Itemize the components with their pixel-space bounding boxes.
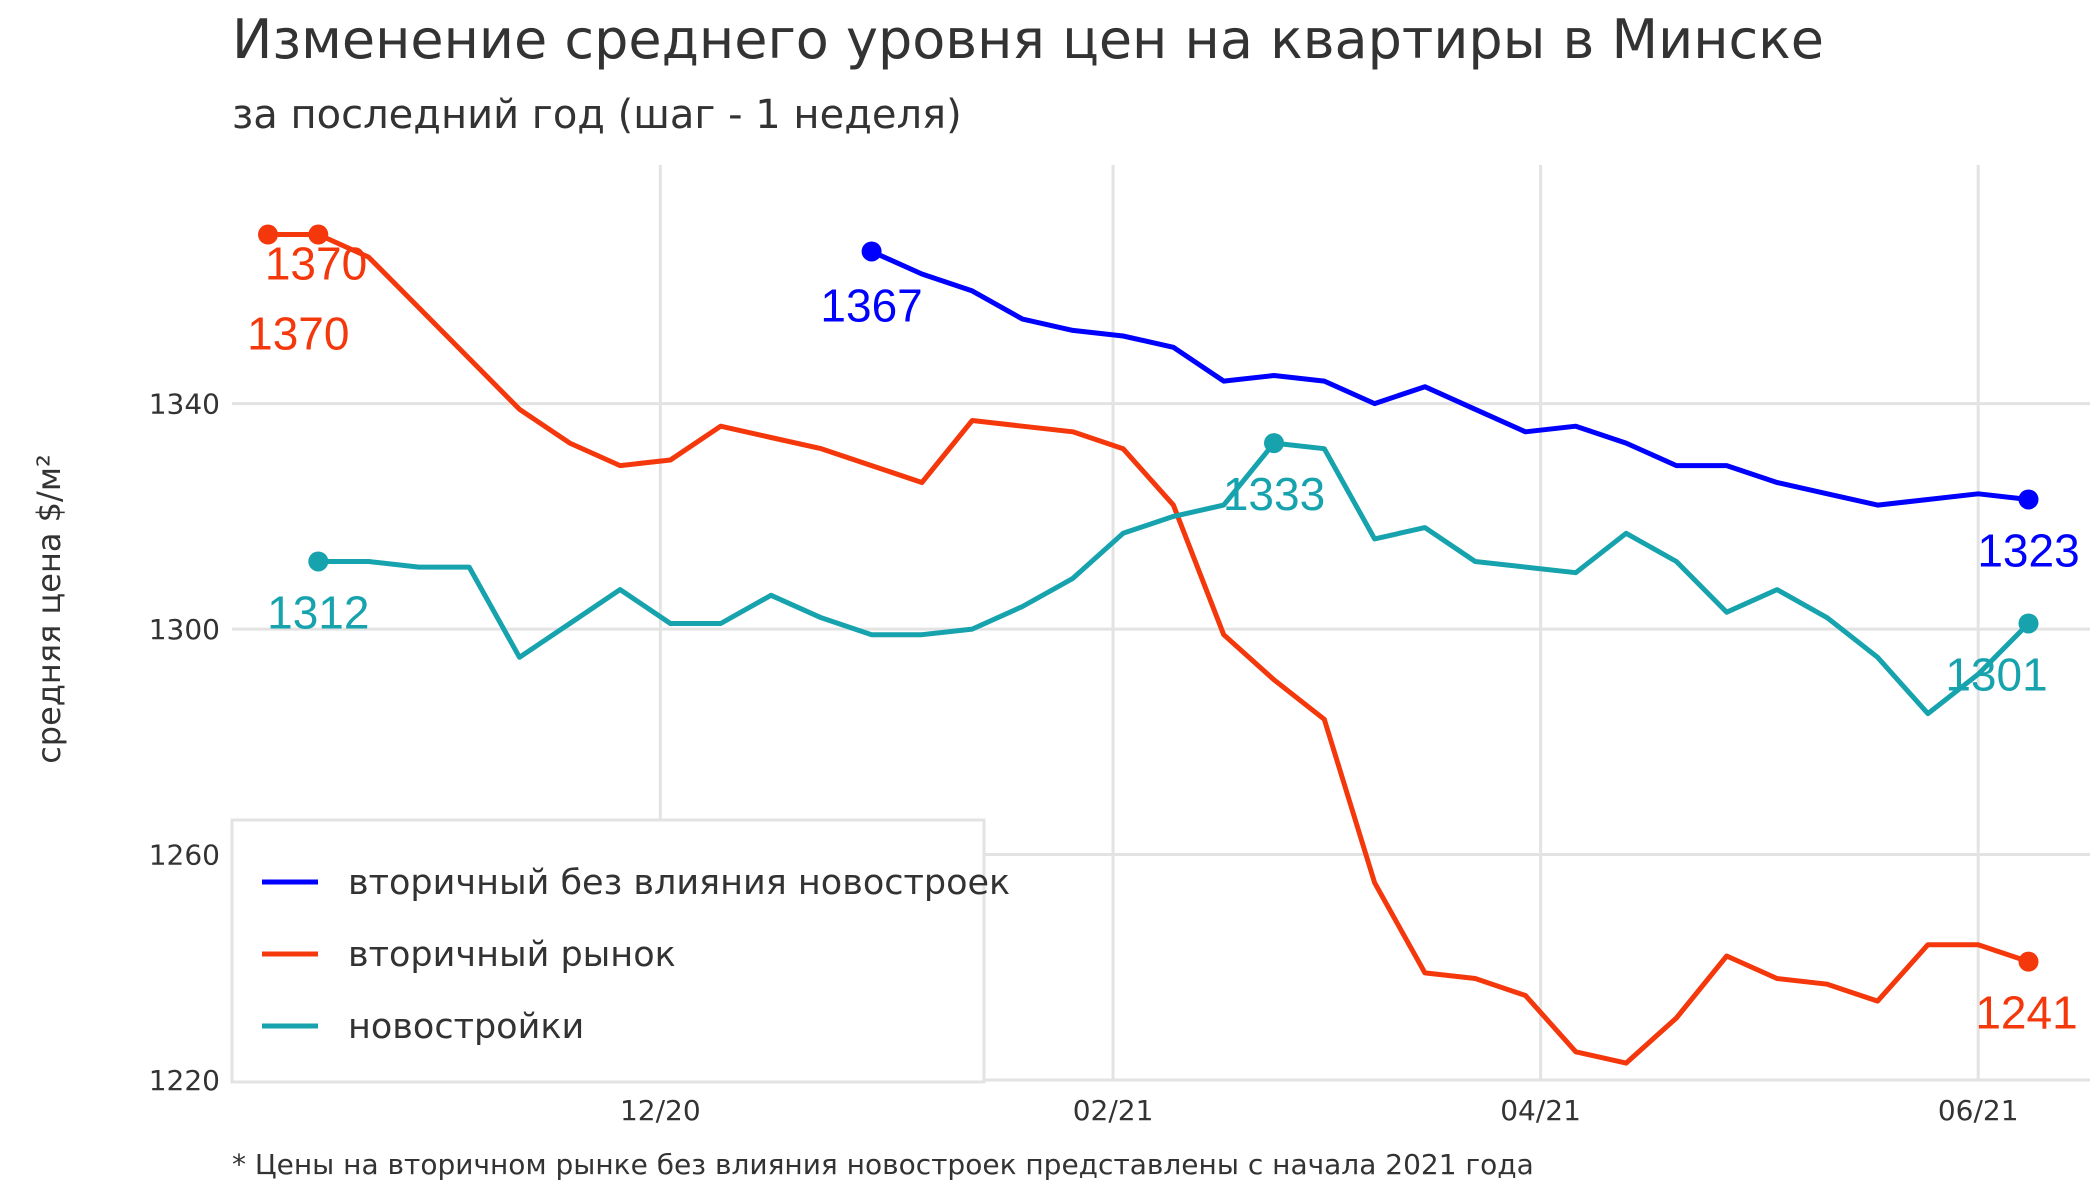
series-line-0 [869,249,2031,508]
data-label: 1312 [267,586,369,638]
data-label: 1301 [1945,648,2047,700]
data-point [308,551,329,572]
data-point [1264,433,1284,454]
x-tick-label: 12/20 [620,1094,701,1127]
y-tick-label: 1260 [149,839,220,872]
legend-box [230,818,986,1084]
data-label: 1323 [1977,524,2079,576]
data-point [861,241,882,262]
data-label: 1333 [1223,468,1325,520]
series-line-1 [265,232,2031,1066]
legend: вторичный без влияния новостроек вторичны… [230,818,1010,1084]
data-point [258,224,278,245]
y-tick-label: 1300 [149,613,220,646]
y-tick-label: 1340 [149,388,220,421]
x-tick-label: 02/21 [1073,1094,1154,1127]
chart-title: Изменение среднего уровня цен на квартир… [232,8,1825,71]
data-point [2018,613,2039,634]
data-label: 1370 [247,308,349,360]
data-point [2018,489,2039,510]
series-layer [258,224,2039,1066]
data-label-layer: 1367 1323 1370 1370 1241 1312 1333 1301 [247,238,2080,1039]
legend-label: вторичный рынок [348,935,676,975]
data-label: 1367 [820,279,922,331]
y-tick-label: 1220 [149,1064,220,1097]
footnote: * Цены на вторичном рынке без влияния но… [232,1148,1534,1181]
data-point [2018,951,2039,972]
data-label: 1370 [265,238,367,290]
axis-layer: 1220 1260 1300 1340 12/20 02/21 04/21 06/21 [149,388,2019,1127]
legend-label: новостройки [348,1007,584,1047]
legend-label: вторичный без влияния новостроек [348,863,1010,903]
series-line-2 [315,440,2031,717]
y-axis-label: средняя цена $/м² [30,454,68,764]
chart-subtitle: за последний год (шаг - 1 неделя) [232,92,962,138]
data-label: 1241 [1975,987,2077,1039]
x-tick-label: 04/21 [1500,1094,1581,1127]
data-point [308,224,329,245]
x-tick-label: 06/21 [1938,1094,2019,1127]
